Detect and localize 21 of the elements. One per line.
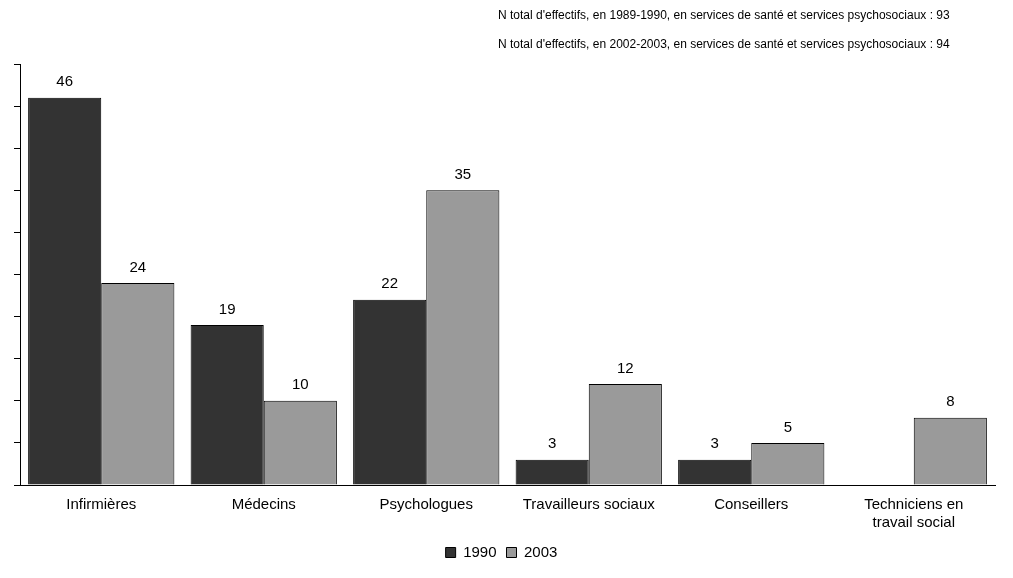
- text: N total d'effectifs, en 1989-1990, en services de santé et services psychosociaux : 93: [498, 8, 951, 23]
- x-tick-label: Conseillers: [714, 495, 789, 513]
- legend-label: 1990: [463, 542, 497, 560]
- data-label: 24: [129, 257, 147, 275]
- x-tick-label: Infirmières: [66, 495, 137, 513]
- x-tick-label: Techniciens en travail social: [864, 495, 964, 531]
- text: N total d'effectifs, en 2002-2003, en services de santé et services psychosociaux : 94: [498, 37, 951, 52]
- data-label: 35: [454, 164, 472, 182]
- data-label: 3: [710, 434, 719, 452]
- data-label: 10: [291, 375, 309, 393]
- data-label: 3: [548, 434, 557, 452]
- data-label: 22: [381, 274, 399, 292]
- x-tick-label: Médecins: [231, 495, 296, 513]
- data-label: 5: [783, 417, 792, 435]
- data-label: 12: [616, 358, 634, 376]
- data-label: 8: [946, 392, 955, 410]
- x-tick-label: Travailleurs sociaux: [522, 495, 656, 513]
- data-label: 46: [56, 72, 74, 90]
- legend-label: 2003: [524, 542, 558, 560]
- data-label: 19: [218, 299, 236, 317]
- x-tick-label: Psychologues: [379, 495, 473, 513]
